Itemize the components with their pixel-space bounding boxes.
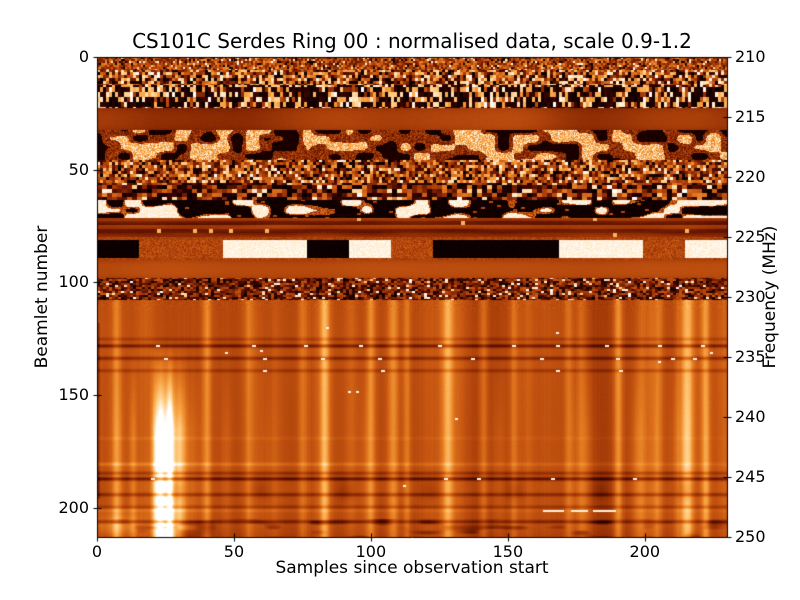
plot-title: CS101C Serdes Ring 00 : normalised data,… (132, 29, 692, 53)
y-right-tick-label-7: 245 (735, 467, 766, 486)
x-tick-label-0: 0 (91, 542, 103, 561)
y-left-tick-label-0: 0 (78, 47, 89, 66)
y-left-tick-label-3: 150 (58, 385, 89, 405)
y-right-tick-label-1: 215 (735, 107, 766, 126)
y-right-tick-label-5: 235 (735, 347, 766, 366)
y-right-tick-label-8: 250 (735, 527, 766, 546)
y-right-tick-label-4: 230 (735, 287, 766, 306)
y-left-tick-label-2: 100 (58, 272, 89, 292)
x-tick-label-2: 100 (355, 542, 387, 561)
x-tick-label-4: 200 (629, 542, 661, 561)
x-axis-label: Samples since observation start (275, 558, 549, 578)
y-right-tick-label-0: 210 (735, 47, 766, 66)
y-right-tick-label-2: 220 (735, 167, 766, 186)
x-tick-label-3: 150 (492, 542, 524, 561)
x-tick-label-1: 50 (223, 542, 245, 561)
y-right-tick-label-3: 225 (735, 227, 766, 246)
y-left-tick-label-4: 200 (58, 497, 89, 517)
y-left-tick-label-1: 50 (68, 159, 89, 179)
y-right-tick-label-6: 240 (735, 407, 766, 426)
